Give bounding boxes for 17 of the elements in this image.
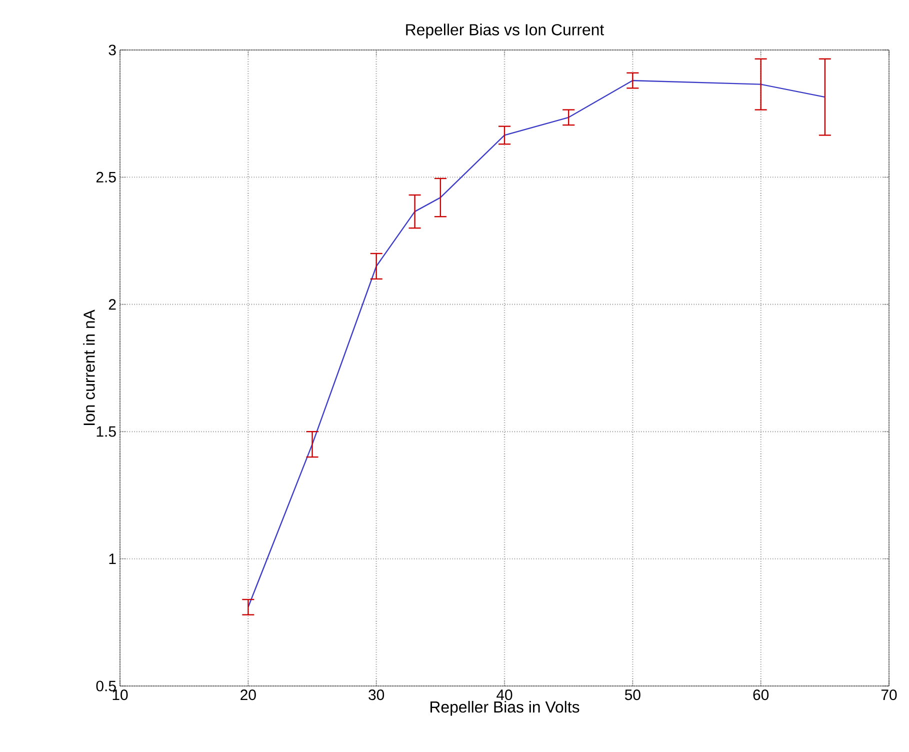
y-tick-label: 2	[108, 299, 116, 310]
y-axis-title: Ion current in nA	[83, 310, 95, 426]
x-tick-label: 30	[368, 690, 384, 700]
x-tick-label: 50	[624, 690, 640, 700]
x-tick-label: 20	[240, 690, 256, 700]
x-axis-title: Repeller Bias in Volts	[430, 700, 580, 716]
y-tick-label: 0.5	[96, 680, 116, 692]
x-tick-label: 70	[881, 690, 897, 700]
x-tick-label: 60	[753, 690, 769, 700]
line-series	[248, 80, 826, 608]
x-tick-label: 10	[112, 690, 128, 700]
chart-title: Repeller Bias vs Ion Current	[406, 24, 604, 38]
y-tick-label: 2.5	[96, 172, 116, 182]
y-tick-label: 3	[108, 44, 116, 56]
y-tick-label: 1.5	[96, 426, 116, 437]
x-tick-label: 40	[496, 690, 512, 700]
y-tick-label: 1	[109, 554, 116, 564]
